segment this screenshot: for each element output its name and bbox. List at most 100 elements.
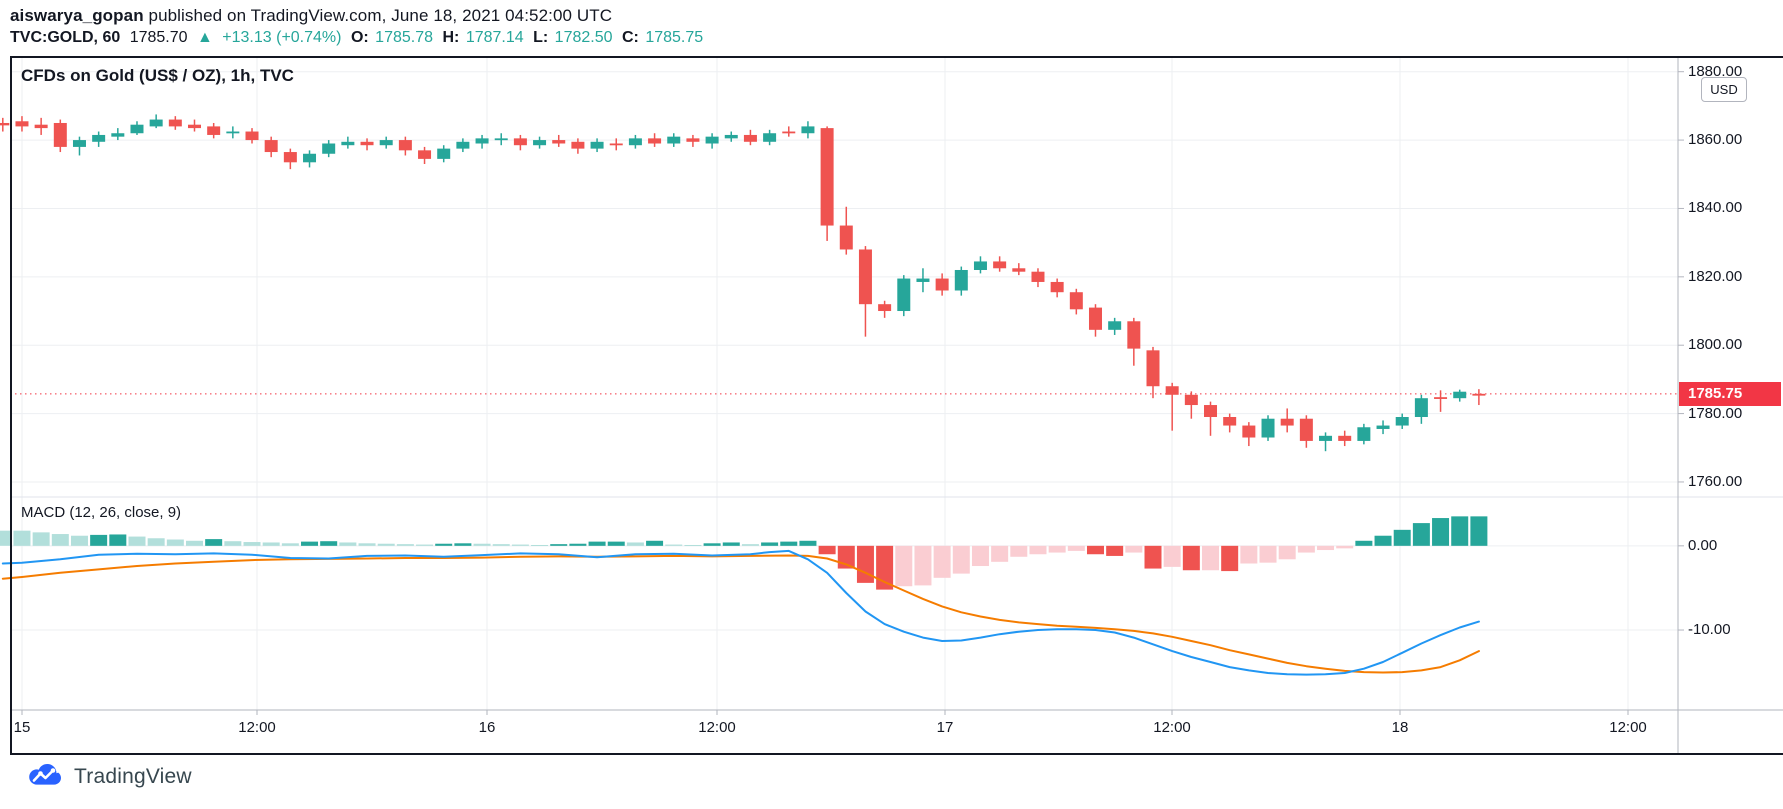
macd-histogram-bar [147, 538, 165, 546]
macd-axis-label: 0.00 [1688, 536, 1718, 554]
candle [379, 140, 393, 146]
candle [15, 121, 29, 127]
candle [1414, 398, 1428, 417]
macd-indicator-label[interactable]: MACD (12, 26, close, 9) [21, 504, 182, 521]
macd-axis-label: -10.00 [1688, 621, 1731, 639]
candle [303, 153, 317, 163]
macd-histogram-bar [416, 544, 434, 546]
macd-histogram-bar [0, 530, 12, 546]
macd-histogram-bar [1317, 545, 1335, 551]
publish-info: published on TradingView.com, June 18, 2… [143, 6, 613, 25]
tradingview-logo[interactable]: TradingView [26, 763, 192, 790]
macd-histogram-bar [224, 541, 242, 546]
candle [993, 261, 1007, 269]
candle [283, 152, 297, 163]
candle [475, 138, 489, 144]
macd-histogram-bar [550, 544, 568, 546]
time-axis-label: 12:00 [1153, 719, 1191, 736]
macd-histogram-bar [703, 543, 721, 546]
candle [1472, 393, 1486, 396]
candle [878, 304, 892, 312]
candle [667, 136, 681, 144]
macd-histogram-bar [473, 543, 491, 546]
macd-histogram-bar [1278, 545, 1296, 560]
macd-histogram-bar [320, 541, 338, 546]
candle [763, 133, 777, 142]
change-up-icon: ▲ [196, 29, 213, 46]
macd-histogram-bar [511, 544, 529, 546]
macd-histogram-bar [818, 545, 836, 555]
brand-name: TradingView [74, 764, 192, 788]
time-axis-label: 15 [13, 719, 31, 736]
candle [513, 138, 527, 146]
macd-histogram-bar [1106, 545, 1124, 556]
candle [1395, 417, 1409, 426]
macd-histogram-bar [1374, 535, 1392, 546]
price-axis-label: 1880.00 [1688, 62, 1743, 80]
price-change: +13.13 (+0.74%) [222, 29, 342, 46]
macd-line [1, 549, 1480, 676]
macd-histogram-bar [1010, 545, 1028, 557]
candle [1146, 350, 1160, 387]
macd-histogram-bar [396, 544, 414, 546]
macd-histogram-bar [1432, 518, 1450, 546]
macd-histogram-bar [741, 544, 759, 546]
macd-histogram-bar [1297, 545, 1315, 553]
macd-histogram-bar [186, 540, 203, 546]
macd-signal-line [1, 554, 1480, 674]
currency-badge[interactable]: USD [1701, 77, 1747, 102]
macd-histogram-bar [1451, 516, 1469, 546]
macd-histogram-bar [1221, 545, 1239, 572]
macd-histogram-bar [492, 544, 510, 546]
candle [724, 134, 738, 139]
candle [226, 131, 240, 134]
candle [1453, 391, 1467, 399]
macd-histogram-bar [51, 534, 69, 546]
time-axis-label: 18 [1391, 719, 1409, 736]
candle [1376, 425, 1390, 429]
macd-histogram-bar [1144, 545, 1162, 569]
candle [858, 249, 872, 305]
macd-histogram-bar [358, 543, 376, 546]
chart-legend-title[interactable]: CFDs on Gold (US$ / OZ), 1h, TVC [21, 66, 294, 85]
candle [264, 140, 278, 153]
candle [743, 134, 757, 142]
candle [34, 124, 48, 129]
candle [53, 122, 67, 147]
candle [111, 133, 125, 137]
close-label: C: [621, 29, 639, 46]
macd-histogram-bar [301, 541, 319, 546]
macd-histogram-bar [646, 540, 664, 546]
macd-histogram-bar [933, 545, 951, 578]
candle [130, 124, 144, 134]
candle [149, 119, 163, 127]
candle [1127, 321, 1141, 349]
candle [782, 131, 796, 134]
macd-histogram-bar [588, 541, 606, 546]
time-axis-label: 12:00 [238, 719, 276, 736]
macd-histogram-bar [1182, 545, 1200, 571]
candle [1050, 281, 1064, 293]
macd-histogram-bar [684, 544, 702, 546]
candle [168, 119, 182, 127]
time-axis-label: 16 [478, 719, 496, 736]
candle [801, 126, 815, 134]
macd-histogram-bar [1086, 545, 1104, 555]
candle [245, 131, 259, 141]
macd-histogram-bar [991, 545, 1009, 562]
macd-histogram-bar [1202, 545, 1220, 571]
candle [1261, 418, 1275, 438]
macd-histogram-bar [952, 545, 970, 574]
macd-histogram-bar [281, 543, 299, 546]
time-axis-label: 12:00 [698, 719, 736, 736]
price-axis-label: 1860.00 [1688, 131, 1743, 149]
macd-histogram-bar [166, 539, 184, 546]
candle [973, 261, 987, 270]
candle [686, 138, 700, 142]
candle [1184, 394, 1198, 406]
candle [609, 143, 623, 146]
macd-histogram-bar [1029, 545, 1047, 555]
candle [1242, 425, 1256, 438]
candle [1434, 397, 1448, 399]
